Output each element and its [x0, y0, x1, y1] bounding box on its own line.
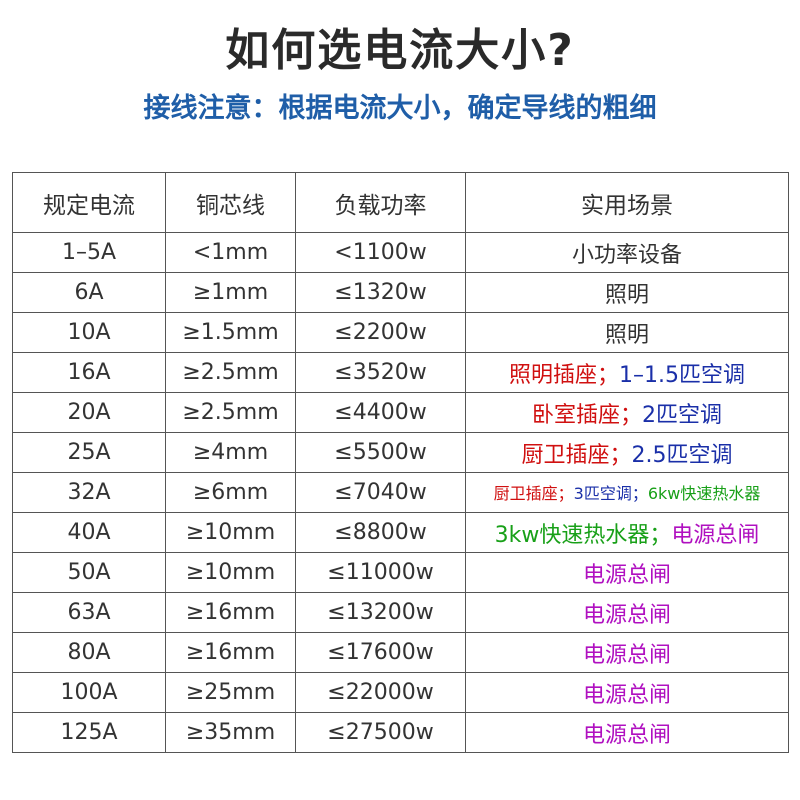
table-row: 25A ≥4mm ≤5500w 厨卫插座；2.5匹空调 [12, 432, 789, 473]
table-cell: 125A [12, 712, 166, 753]
table-cell: <1100w [295, 232, 466, 273]
scenario-cell: 电源总闸 [465, 712, 789, 753]
table-cell: ≤3520w [295, 352, 466, 393]
table-row: 1–5A <1mm <1100w 小功率设备 [12, 232, 789, 273]
table-cell: 50A [12, 552, 166, 593]
table-cell: ≤7040w [295, 472, 466, 513]
table-row: 80A ≥16mm ≤17600w 电源总闸 [12, 632, 789, 673]
scenario-cell: 照明插座；1–1.5匹空调 [465, 352, 789, 393]
table-cell: ≥2.5mm [165, 392, 296, 433]
scenario-text: 厨卫插座； [493, 484, 574, 503]
table-cell: 32A [12, 472, 166, 513]
scenario-text: 3kw快速热水器； [494, 522, 672, 548]
scenario-cell: 3kw快速热水器；电源总闸 [465, 512, 789, 553]
scenario-text: 厨卫插座； [521, 442, 632, 468]
column-header: 负载功率 [295, 172, 466, 233]
table-cell: ≥1mm [165, 272, 296, 313]
column-header: 实用场景 [465, 172, 789, 233]
scenario-text: 照明 [604, 322, 649, 348]
scenario-text: 2匹空调 [642, 402, 722, 428]
table: 规定电流 铜芯线 负载功率 实用场景 1–5A <1mm <1100w 小功率设备 6A ≥1m… [12, 172, 789, 753]
column-header: 规定电流 [12, 172, 166, 233]
table-cell: 10A [12, 312, 166, 353]
scenario-text: 电源总闸 [582, 562, 671, 588]
table-cell: ≥4mm [165, 432, 296, 473]
table-cell: ≤17600w [295, 632, 466, 673]
scenario-text: 电源总闸 [582, 602, 671, 628]
scenario-cell: 电源总闸 [465, 632, 789, 673]
table-row: 63A ≥16mm ≤13200w 电源总闸 [12, 592, 789, 633]
table-cell: <1mm [165, 232, 296, 273]
table-cell: ≤22000w [295, 672, 466, 713]
scenario-text: 电源总闸 [582, 682, 671, 708]
scenario-cell: 小功率设备 [465, 232, 789, 273]
table-cell: 100A [12, 672, 166, 713]
scenario-text: 电源总闸 [582, 722, 671, 748]
scenario-text: 照明插座； [508, 362, 619, 388]
scenario-text: 1–1.5匹空调 [619, 362, 745, 388]
table-cell: 63A [12, 592, 166, 633]
table-cell: ≤11000w [295, 552, 466, 593]
table-cell: ≥6mm [165, 472, 296, 513]
scenario-text: 3匹空调； [573, 484, 648, 503]
scenario-text: 小功率设备 [571, 242, 682, 268]
table-cell: 16A [12, 352, 166, 393]
column-header: 铜芯线 [165, 172, 296, 233]
scenario-text: 卧室插座； [531, 402, 642, 428]
table-cell: ≤4400w [295, 392, 466, 433]
table-cell: ≥10mm [165, 552, 296, 593]
scenario-text: 6kw快速热水器 [647, 484, 761, 503]
table-cell: ≤13200w [295, 592, 466, 633]
table-cell: ≤5500w [295, 432, 466, 473]
table-row: 100A ≥25mm ≤22000w 电源总闸 [12, 672, 789, 713]
table-cell: 6A [12, 272, 166, 313]
scenario-cell: 电源总闸 [465, 592, 789, 633]
table-cell: ≤27500w [295, 712, 466, 753]
table-row: 16A ≥2.5mm ≤3520w 照明插座；1–1.5匹空调 [12, 352, 789, 393]
table-cell: 25A [12, 432, 166, 473]
subtitle: 接线注意：根据电流大小，确定导线的粗细 [143, 93, 657, 124]
scenario-cell: 厨卫插座；2.5匹空调 [465, 432, 789, 473]
scenario-cell: 照明 [465, 312, 789, 353]
table-cell: ≥1.5mm [165, 312, 296, 353]
scenario-cell: 电源总闸 [465, 672, 789, 713]
table-row: 20A ≥2.5mm ≤4400w 卧室插座；2匹空调 [12, 392, 789, 433]
table-cell: ≤2200w [295, 312, 466, 353]
scenario-cell: 照明 [465, 272, 789, 313]
table-cell: ≥10mm [165, 512, 296, 553]
scenario-cell: 厨卫插座；3匹空调；6kw快速热水器 [465, 472, 789, 513]
scenario-text: 2.5匹空调 [631, 442, 733, 468]
scenario-text: 电源总闸 [582, 642, 671, 668]
table-row: 32A ≥6mm ≤7040w 厨卫插座；3匹空调；6kw快速热水器 [12, 472, 789, 513]
table-body: 1–5A <1mm <1100w 小功率设备 6A ≥1mm ≤1320w 照明 10A ≥1.5… [12, 232, 789, 753]
table-row: 10A ≥1.5mm ≤2200w 照明 [12, 312, 789, 353]
table-cell: 1–5A [12, 232, 166, 273]
scenario-text: 电源总闸 [671, 522, 760, 548]
table-cell: ≥25mm [165, 672, 296, 713]
scenario-cell: 卧室插座；2匹空调 [465, 392, 789, 433]
title: 如何选电流大小? [225, 25, 575, 76]
table-cell: 20A [12, 392, 166, 433]
table-cell: 40A [12, 512, 166, 553]
table-row: 6A ≥1mm ≤1320w 照明 [12, 272, 789, 313]
scenario-text: 照明 [604, 282, 649, 308]
table-cell: ≤8800w [295, 512, 466, 553]
table-cell: ≤1320w [295, 272, 466, 313]
table-cell: 80A [12, 632, 166, 673]
table-cell: ≥35mm [165, 712, 296, 753]
table-cell: ≥16mm [165, 632, 296, 673]
table-cell: ≥2.5mm [165, 352, 296, 393]
table-row: 40A ≥10mm ≤8800w 3kw快速热水器；电源总闸 [12, 512, 789, 553]
header-row: 规定电流 铜芯线 负载功率 实用场景 [12, 172, 789, 233]
table-cell: ≥16mm [165, 592, 296, 633]
table-row: 125A ≥35mm ≤27500w 电源总闸 [12, 712, 789, 753]
table-row: 50A ≥10mm ≤11000w 电源总闸 [12, 552, 789, 593]
scenario-cell: 电源总闸 [465, 552, 789, 593]
